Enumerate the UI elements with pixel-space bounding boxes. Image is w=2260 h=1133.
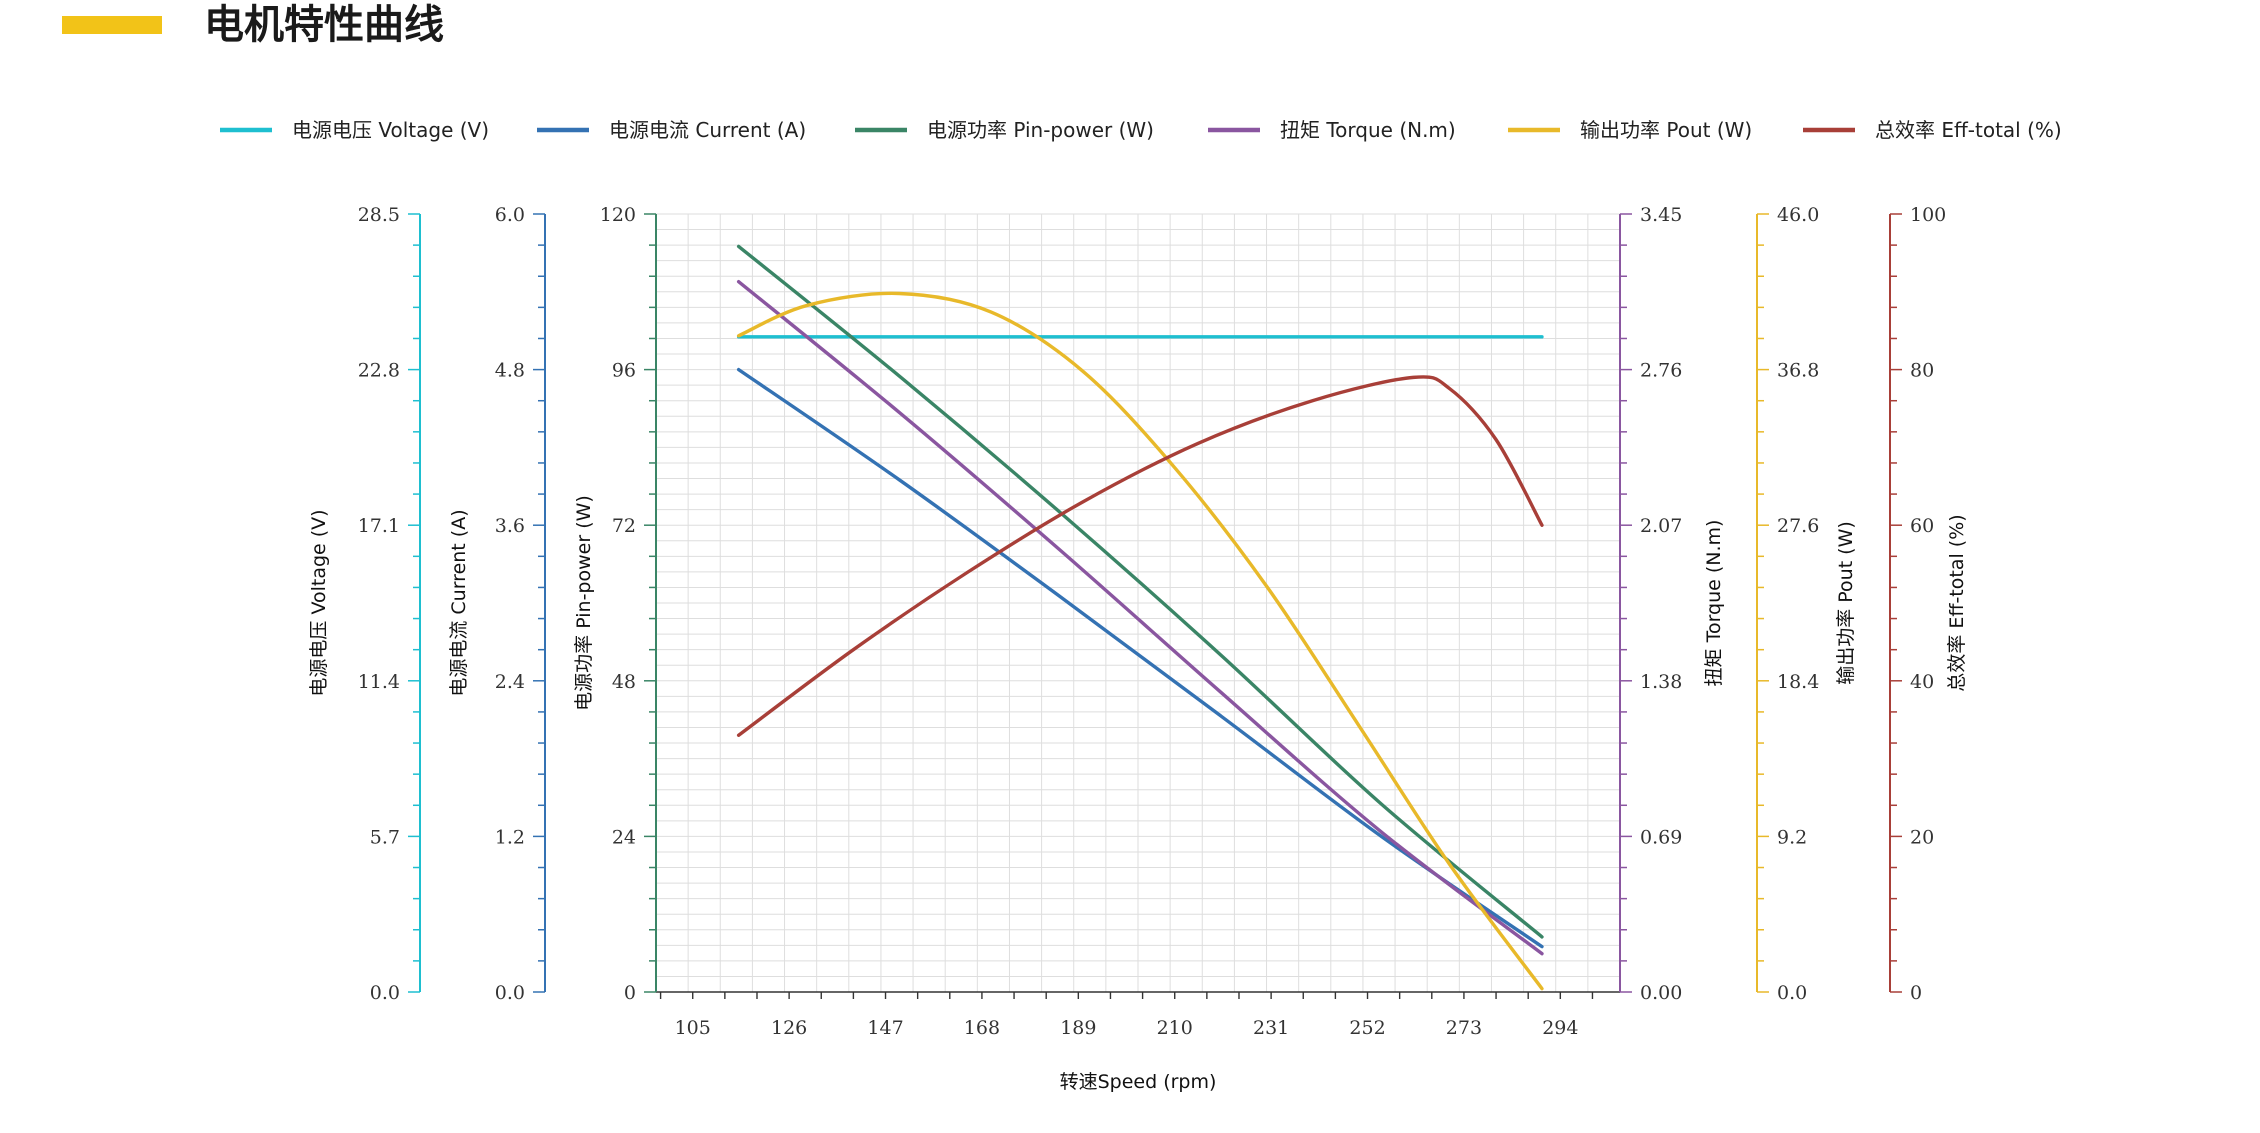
y-tick-label-pout: 0.0 <box>1777 982 1807 1004</box>
y-tick-label-voltage: 17.1 <box>358 515 400 537</box>
y-axis-pin_power: 0 24 48 72 96 120 电源功率 Pin-power (W) <box>573 204 657 1004</box>
legend-label-torque: 扭矩 Torque (N.m) <box>1280 118 1456 142</box>
y-tick-label-torque: 0.69 <box>1640 826 1682 848</box>
y-tick-label-pin_power: 96 <box>612 360 636 382</box>
series-line-pin_power <box>736 244 1544 939</box>
page-title: 电机特性曲线 <box>204 2 444 48</box>
y-axis-current: 0.0 1.2 2.4 3.6 4.8 6.0 电源电流 Current (A) <box>448 204 546 1004</box>
y-tick-label-current: 0.0 <box>495 982 525 1004</box>
y-tick-label-pin_power: 120 <box>600 204 636 226</box>
title-accent-bar <box>62 16 162 34</box>
x-tick-label: 273 <box>1446 1017 1482 1039</box>
legend-label-current: 电源电流 Current (A) <box>609 118 806 142</box>
series-line-torque <box>736 279 1544 956</box>
y-axis-title-efficiency: 总效率 Eff-total (%) <box>1946 514 1968 691</box>
y-tick-label-voltage: 11.4 <box>358 671 400 693</box>
y-axis-title-torque: 扭矩 Torque (N.m) <box>1703 520 1725 687</box>
series-line-pout <box>736 291 1544 991</box>
y-tick-label-efficiency: 60 <box>1910 515 1934 537</box>
x-tick-label: 147 <box>867 1017 903 1039</box>
y-tick-label-torque: 0.00 <box>1640 982 1682 1004</box>
legend-label-pout: 输出功率 Pout (W) <box>1580 118 1752 142</box>
y-tick-label-pin_power: 48 <box>612 671 636 693</box>
y-axis-voltage: 0.0 5.7 11.4 17.1 22.8 28.5 电源电压 Voltage (V) <box>308 204 421 1004</box>
y-tick-label-pout: 36.8 <box>1777 360 1819 382</box>
x-tick-label: 210 <box>1157 1017 1193 1039</box>
y-axis-title-pout: 输出功率 Pout (W) <box>1835 521 1857 685</box>
legend: 电源电压 Voltage (V) 电源电流 Current (A) 电源功率 Pin… <box>220 118 2062 142</box>
y-axis-pout: 0.0 9.2 18.4 27.6 36.8 46.0 输出功率 Pout (W) <box>1756 204 1857 1004</box>
y-tick-label-pin_power: 72 <box>612 515 636 537</box>
y-tick-label-efficiency: 80 <box>1910 360 1934 382</box>
series-line-current <box>736 367 1544 949</box>
y-tick-label-torque: 2.76 <box>1640 360 1682 382</box>
y-tick-label-current: 6.0 <box>495 204 525 226</box>
y-tick-label-pout: 46.0 <box>1777 204 1819 226</box>
x-axis-title: 转速Speed (rpm) <box>1060 1071 1217 1093</box>
x-tick-label: 126 <box>771 1017 807 1039</box>
y-axis-title-current: 电源电流 Current (A) <box>448 509 470 696</box>
y-tick-label-efficiency: 100 <box>1910 204 1946 226</box>
y-tick-label-voltage: 5.7 <box>370 826 400 848</box>
x-tick-label: 294 <box>1542 1017 1578 1039</box>
x-tick-label: 189 <box>1060 1017 1096 1039</box>
legend-label-voltage: 电源电压 Voltage (V) <box>292 118 489 142</box>
y-tick-label-torque: 3.45 <box>1640 204 1682 226</box>
legend-label-pin_power: 电源功率 Pin-power (W) <box>927 118 1154 142</box>
y-tick-label-voltage: 22.8 <box>358 360 400 382</box>
y-tick-label-efficiency: 20 <box>1910 826 1934 848</box>
y-axis-title-voltage: 电源电压 Voltage (V) <box>308 509 330 696</box>
y-tick-label-pout: 9.2 <box>1777 826 1807 848</box>
series-curves <box>736 244 1544 991</box>
y-axis-efficiency: 0 20 40 60 80 100 总效率 Eff-total (%) <box>1889 204 1968 1004</box>
y-tick-label-pout: 27.6 <box>1777 515 1819 537</box>
y-tick-label-current: 2.4 <box>495 671 525 693</box>
x-tick-label: 231 <box>1253 1017 1289 1039</box>
series-line-efficiency <box>736 375 1544 737</box>
y-tick-label-torque: 1.38 <box>1640 671 1682 693</box>
y-tick-label-voltage: 28.5 <box>358 204 400 226</box>
y-tick-label-efficiency: 0 <box>1910 982 1922 1004</box>
y-axis-torque: 0.00 0.69 1.38 2.07 2.76 3.45 扭矩 Torque (N.m) <box>1619 204 1725 1004</box>
y-tick-label-efficiency: 40 <box>1910 671 1934 693</box>
y-tick-label-pout: 18.4 <box>1777 671 1819 693</box>
x-tick-label: 252 <box>1349 1017 1385 1039</box>
legend-label-efficiency: 总效率 Eff-total (%) <box>1875 118 2062 142</box>
y-tick-label-current: 3.6 <box>495 515 525 537</box>
y-axis-title-pin_power: 电源功率 Pin-power (W) <box>573 495 595 711</box>
x-tick-label: 168 <box>964 1017 1000 1039</box>
y-tick-label-torque: 2.07 <box>1640 515 1682 537</box>
y-tick-label-pin_power: 24 <box>612 826 636 848</box>
y-tick-label-current: 1.2 <box>495 826 525 848</box>
x-tick-label: 105 <box>675 1017 711 1039</box>
y-tick-label-pin_power: 0 <box>624 982 636 1004</box>
y-tick-label-voltage: 0.0 <box>370 982 400 1004</box>
y-tick-label-current: 4.8 <box>495 360 525 382</box>
